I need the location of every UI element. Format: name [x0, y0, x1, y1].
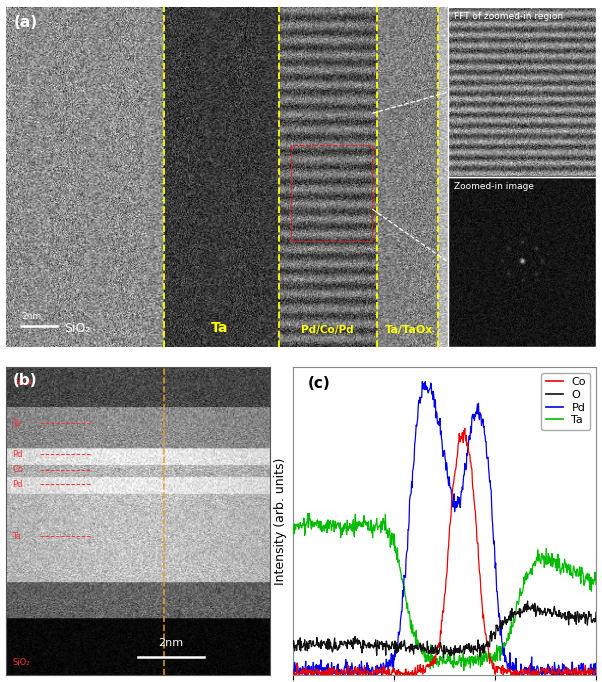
Text: 2nm: 2nm	[158, 638, 184, 649]
Text: Pd: Pd	[12, 479, 22, 488]
Text: TaOx: TaOx	[12, 378, 33, 387]
Text: (a): (a)	[14, 15, 39, 30]
Text: SiO₂: SiO₂	[64, 322, 90, 335]
Legend: Co, O, Pd, Ta: Co, O, Pd, Ta	[541, 372, 591, 430]
Text: Co: Co	[12, 465, 23, 474]
Text: (b): (b)	[13, 373, 38, 388]
Text: Ta: Ta	[12, 532, 20, 541]
Bar	[448, 177, 596, 348]
Text: Ta: Ta	[12, 419, 20, 428]
Text: 2nm: 2nm	[21, 312, 42, 321]
Text: FFT of zoomed-in region: FFT of zoomed-in region	[453, 12, 563, 21]
Text: Zoomed-in image: Zoomed-in image	[453, 183, 533, 192]
Text: SiO₂: SiO₂	[12, 658, 29, 668]
Y-axis label: Intensity (arb. units): Intensity (arb. units)	[274, 458, 287, 584]
Bar	[448, 7, 596, 177]
Text: (c): (c)	[308, 376, 330, 391]
Bar	[291, 145, 372, 241]
Text: Pd/Co/Pd: Pd/Co/Pd	[301, 325, 354, 335]
Text: Ta/TaOx: Ta/TaOx	[385, 325, 433, 335]
Text: Ta: Ta	[211, 321, 228, 335]
Text: Pd: Pd	[12, 450, 22, 459]
